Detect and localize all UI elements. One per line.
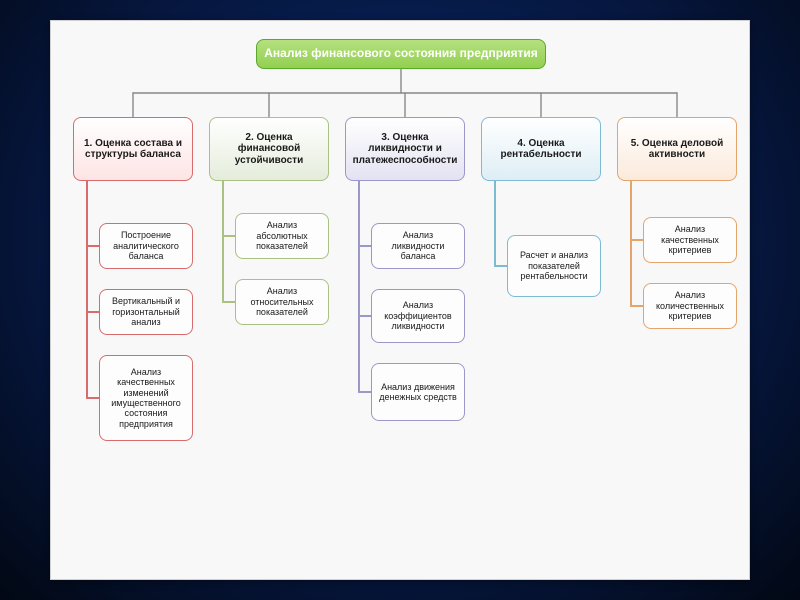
sub-3-2: Анализ коэффициентов ликвидности xyxy=(371,289,465,343)
sub-1-1: Построение аналитического баланса xyxy=(99,223,193,269)
sub-4-1: Расчет и анализ показателей рентабельнос… xyxy=(507,235,601,297)
category-1: 1. Оценка состава и структуры баланса xyxy=(73,117,193,181)
sub-2-2: Анализ относительных показателей xyxy=(235,279,329,325)
sub-1-3: Анализ качественных изменений имуществен… xyxy=(99,355,193,441)
sub-5-1: Анализ качественных критериев xyxy=(643,217,737,263)
sub-5-2: Анализ количественных критериев xyxy=(643,283,737,329)
category-5: 5. Оценка деловой активности xyxy=(617,117,737,181)
category-3: 3. Оценка ликвидности и платежеспособнос… xyxy=(345,117,465,181)
category-4: 4. Оценка рентабельности xyxy=(481,117,601,181)
sub-3-3: Анализ движения денежных средств xyxy=(371,363,465,421)
category-2: 2. Оценка финансовой устойчивости xyxy=(209,117,329,181)
sub-2-1: Анализ абсолютных показателей xyxy=(235,213,329,259)
sub-1-2: Вертикальный и горизонтальный анализ xyxy=(99,289,193,335)
sub-3-1: Анализ ликвидности баланса xyxy=(371,223,465,269)
root-node: Анализ финансового состояния предприятия xyxy=(256,39,546,69)
diagram-canvas: Анализ финансового состояния предприятия… xyxy=(50,20,750,580)
